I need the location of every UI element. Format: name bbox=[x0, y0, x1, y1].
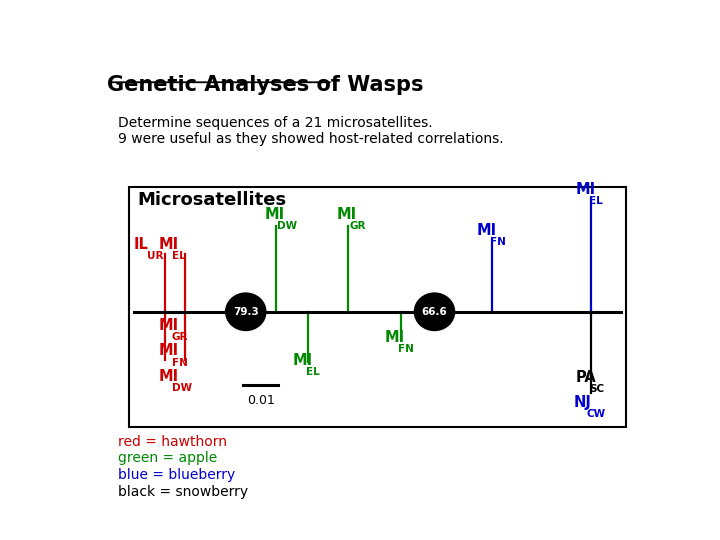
Text: EL: EL bbox=[171, 251, 186, 261]
Text: Microsatellites: Microsatellites bbox=[138, 191, 287, 209]
Text: GR: GR bbox=[171, 333, 188, 342]
Text: MI: MI bbox=[293, 353, 313, 368]
Text: MI: MI bbox=[159, 237, 179, 252]
Text: black = snowberry: black = snowberry bbox=[118, 485, 248, 499]
Text: MI: MI bbox=[576, 182, 596, 197]
Text: CW: CW bbox=[586, 409, 606, 419]
Text: SC: SC bbox=[589, 384, 604, 394]
Text: EL: EL bbox=[589, 196, 603, 206]
Text: 79.3: 79.3 bbox=[233, 307, 258, 317]
Text: PA: PA bbox=[576, 370, 597, 384]
Text: Genetic Analyses of Wasps: Genetic Analyses of Wasps bbox=[107, 75, 423, 95]
Text: blue = blueberry: blue = blueberry bbox=[118, 468, 235, 482]
Text: 0.01: 0.01 bbox=[247, 394, 274, 407]
Text: DW: DW bbox=[277, 221, 297, 231]
Ellipse shape bbox=[415, 293, 454, 330]
Text: MI: MI bbox=[264, 207, 284, 222]
Text: FN: FN bbox=[490, 237, 505, 247]
Text: UR: UR bbox=[147, 251, 163, 261]
Text: 9 were useful as they showed host-related correlations.: 9 were useful as they showed host-relate… bbox=[118, 132, 503, 146]
Text: MI: MI bbox=[159, 368, 179, 383]
Text: EL: EL bbox=[306, 367, 320, 377]
Text: FN: FN bbox=[397, 345, 413, 354]
FancyBboxPatch shape bbox=[129, 187, 626, 427]
Text: NJ: NJ bbox=[574, 395, 591, 410]
Text: IL: IL bbox=[134, 237, 149, 252]
Text: red = hawthorn: red = hawthorn bbox=[118, 435, 227, 449]
Text: Determine sequences of a 21 microsatellites.: Determine sequences of a 21 microsatelli… bbox=[118, 116, 433, 130]
Text: DW: DW bbox=[171, 383, 192, 393]
Text: green = apple: green = apple bbox=[118, 451, 217, 465]
Text: MI: MI bbox=[159, 343, 179, 359]
Text: MI: MI bbox=[159, 318, 179, 333]
Text: MI: MI bbox=[384, 330, 405, 345]
Text: 66.6: 66.6 bbox=[422, 307, 447, 317]
Text: FN: FN bbox=[171, 357, 188, 368]
Text: GR: GR bbox=[349, 221, 366, 231]
Ellipse shape bbox=[225, 293, 266, 330]
Text: MI: MI bbox=[477, 222, 497, 238]
Text: MI: MI bbox=[337, 207, 357, 222]
